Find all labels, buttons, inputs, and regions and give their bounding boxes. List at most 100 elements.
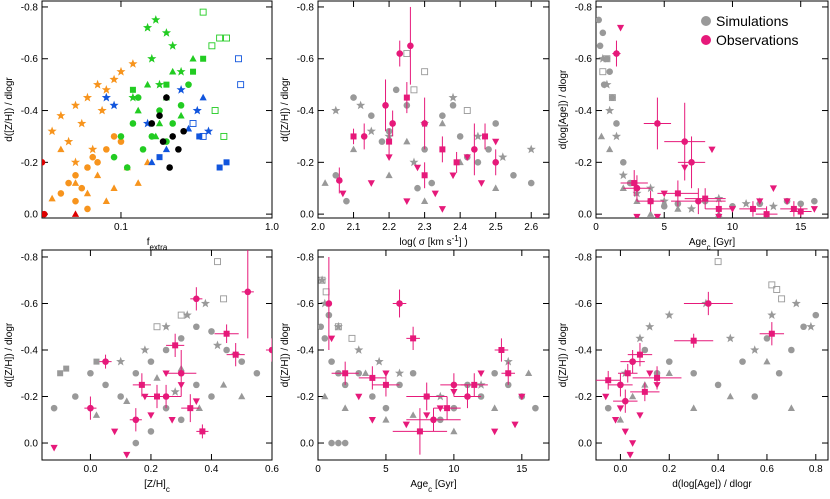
point — [42, 210, 48, 218]
point — [57, 145, 65, 153]
point — [618, 170, 628, 180]
point — [48, 194, 56, 202]
label-part: [Gyr] — [711, 237, 736, 248]
label-part: ] ) — [459, 237, 468, 248]
label-part: c — [707, 243, 711, 252]
y-tick-label: -0.2 — [297, 392, 315, 403]
point — [50, 444, 58, 452]
point — [636, 351, 643, 358]
point — [168, 416, 176, 424]
x-tick-label: 2.2 — [382, 222, 396, 233]
plot-frame — [595, 0, 829, 219]
point — [321, 179, 329, 186]
point — [606, 145, 614, 153]
point — [449, 172, 457, 180]
point — [389, 120, 396, 127]
point — [788, 346, 795, 354]
point — [232, 351, 239, 358]
label-part: -1 — [452, 234, 460, 243]
point — [622, 397, 629, 405]
label-part: [Z/H] — [144, 479, 166, 490]
point — [450, 389, 458, 396]
point — [161, 321, 171, 331]
point — [320, 298, 330, 308]
point — [368, 112, 375, 120]
point — [396, 300, 403, 307]
x-axis-label: Agec [Gyr] — [689, 237, 735, 252]
x-axis-label: fextra — [147, 237, 168, 252]
point — [790, 205, 797, 212]
point — [110, 153, 118, 161]
x-tick-label: 5 — [383, 464, 389, 475]
legend-label: Observations — [716, 32, 798, 48]
point — [654, 374, 661, 381]
point — [102, 197, 110, 204]
point — [448, 92, 458, 102]
point — [70, 100, 81, 110]
label-part: Age — [410, 479, 428, 490]
point — [674, 190, 681, 197]
label-part: [Gyr] — [432, 479, 457, 490]
y-tick-label: -0.2 — [21, 158, 39, 169]
point — [101, 85, 111, 94]
point — [109, 100, 119, 110]
point — [768, 201, 778, 211]
y-axis-label: d([Z/H]) / dlogr — [4, 322, 15, 387]
point — [797, 208, 804, 215]
y-tick-label: 0.0 — [24, 439, 38, 450]
point — [498, 347, 505, 353]
point — [611, 131, 621, 141]
point — [134, 94, 142, 101]
point — [177, 416, 185, 424]
point — [331, 105, 341, 115]
point — [199, 8, 207, 16]
point — [63, 365, 70, 372]
point — [503, 356, 513, 366]
plot-frame — [317, 0, 550, 219]
point — [199, 132, 207, 140]
x-tick-label: 2.0 — [311, 222, 325, 233]
point — [511, 421, 519, 429]
point — [168, 41, 178, 50]
point — [204, 126, 214, 136]
point — [350, 133, 357, 140]
point — [70, 157, 81, 167]
point — [439, 146, 446, 153]
points — [596, 16, 818, 218]
point — [367, 180, 375, 187]
point — [463, 154, 471, 161]
point — [810, 206, 818, 213]
point — [800, 323, 807, 331]
point — [438, 119, 446, 127]
point — [763, 335, 771, 342]
point — [148, 120, 156, 127]
point — [606, 68, 613, 75]
x-axis-label: d(log[Age]) / dlogr — [672, 479, 752, 490]
point — [532, 404, 539, 412]
x-tick-label: 0 — [593, 222, 599, 233]
point — [93, 358, 100, 365]
point — [132, 416, 140, 424]
point — [223, 346, 230, 354]
x-axis-label: log( σ [km s-1] ) — [399, 234, 467, 249]
y-tick-label: -0.4 — [21, 106, 39, 117]
legend-marker — [701, 35, 711, 45]
point — [714, 381, 722, 389]
point — [148, 158, 156, 166]
point — [705, 300, 712, 307]
point — [57, 370, 64, 377]
point — [223, 330, 230, 337]
point — [321, 392, 329, 400]
point — [318, 275, 327, 285]
point — [93, 79, 103, 89]
x-tick-label: 0.8 — [809, 464, 823, 475]
point — [492, 120, 499, 127]
point — [161, 28, 171, 37]
point — [602, 393, 610, 401]
point — [332, 171, 340, 179]
point — [409, 411, 417, 418]
point — [431, 190, 439, 198]
point — [407, 42, 414, 50]
point — [725, 333, 735, 343]
point — [327, 335, 336, 343]
